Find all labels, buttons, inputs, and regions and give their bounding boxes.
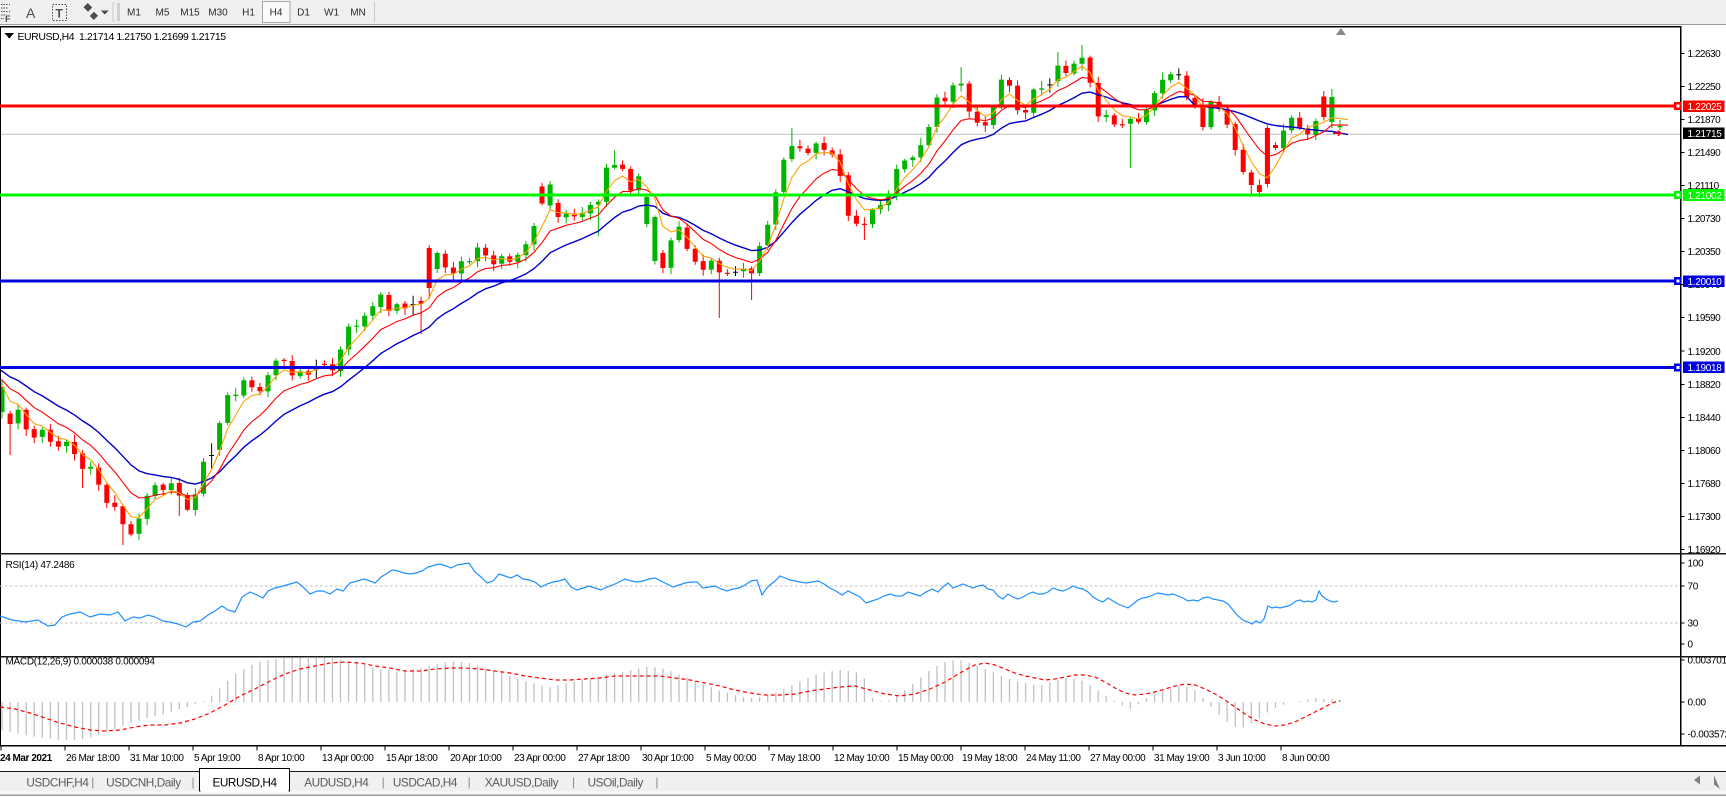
svg-text:F: F [5, 14, 11, 24]
svg-text:5 May 00:00: 5 May 00:00 [706, 753, 757, 764]
svg-text:100: 100 [1688, 559, 1705, 570]
svg-text:0.003701: 0.003701 [1688, 656, 1726, 667]
svg-text:15 Apr 18:00: 15 Apr 18:00 [386, 753, 438, 764]
svg-text:24 Mar 2021: 24 Mar 2021 [0, 753, 53, 764]
svg-text:RSI(14) 47.2486: RSI(14) 47.2486 [6, 560, 76, 571]
svg-text:27 May 00:00: 27 May 00:00 [1090, 753, 1146, 764]
svg-text:|: | [91, 775, 94, 789]
svg-text:T: T [56, 7, 64, 21]
svg-text:1.21490: 1.21490 [1688, 148, 1722, 159]
svg-text:USDCHF,H4: USDCHF,H4 [26, 776, 89, 790]
svg-text:0.00: 0.00 [1688, 698, 1707, 709]
svg-text:24 May 11:00: 24 May 11:00 [1026, 753, 1081, 764]
svg-text:|: | [468, 775, 471, 789]
svg-text:H4: H4 [270, 8, 283, 19]
svg-text:|: | [191, 775, 194, 789]
svg-text:1.17300: 1.17300 [1688, 512, 1722, 523]
svg-text:1.18440: 1.18440 [1688, 413, 1722, 424]
svg-text:15 May 00:00: 15 May 00:00 [898, 753, 954, 764]
svg-text:1.22630: 1.22630 [1688, 49, 1722, 60]
svg-text:XAUUSD,Daily: XAUUSD,Daily [485, 776, 559, 790]
svg-text:1.21110: 1.21110 [1688, 181, 1720, 192]
svg-text:1.17680: 1.17680 [1688, 479, 1722, 490]
svg-text:26 Mar 18:00: 26 Mar 18:00 [66, 753, 120, 764]
svg-text:-0.003572: -0.003572 [1688, 730, 1726, 741]
svg-text:1.21002: 1.21002 [1688, 191, 1723, 202]
svg-text:8 Jun 00:00: 8 Jun 00:00 [1282, 753, 1330, 764]
svg-text:M1: M1 [127, 8, 141, 19]
svg-text:M15: M15 [180, 8, 200, 19]
svg-text:1.16920: 1.16920 [1688, 545, 1722, 556]
svg-text:7 May 18:00: 7 May 18:00 [770, 753, 821, 764]
svg-text:1.21715: 1.21715 [1688, 129, 1723, 140]
svg-text:5 Apr 19:00: 5 Apr 19:00 [194, 753, 241, 764]
svg-text:MN: MN [350, 8, 366, 19]
svg-text:1.21870: 1.21870 [1688, 115, 1722, 126]
svg-text:20 Apr 10:00: 20 Apr 10:00 [450, 753, 502, 764]
svg-text:1.19200: 1.19200 [1688, 347, 1722, 358]
svg-text:1.19590: 1.19590 [1688, 313, 1722, 324]
svg-text:EURUSD,H4 1.21714 1.21750 1.2: EURUSD,H4 1.21714 1.21750 1.21699 1.2171… [18, 31, 227, 43]
svg-text:1.20730: 1.20730 [1688, 214, 1722, 225]
svg-text:12 May 10:00: 12 May 10:00 [834, 753, 890, 764]
svg-text:MACD(12,26,9) 0.000038 0.00009: MACD(12,26,9) 0.000038 0.000094 [6, 657, 156, 668]
svg-text:1.20010: 1.20010 [1688, 277, 1723, 288]
svg-text:1.20350: 1.20350 [1688, 247, 1722, 258]
svg-text:3 Jun 10:00: 3 Jun 10:00 [1218, 753, 1266, 764]
svg-text:M5: M5 [156, 8, 170, 19]
svg-text:USDCAD,H4: USDCAD,H4 [393, 776, 458, 790]
svg-text:23 Apr 00:00: 23 Apr 00:00 [514, 753, 566, 764]
svg-text:H1: H1 [242, 8, 255, 19]
svg-text:1.19018: 1.19018 [1688, 363, 1723, 374]
svg-text:W1: W1 [324, 8, 339, 19]
svg-text:70: 70 [1688, 582, 1699, 593]
svg-text:EURUSD,H4: EURUSD,H4 [212, 776, 277, 790]
svg-text:D1: D1 [297, 8, 310, 19]
svg-text:1.22025: 1.22025 [1688, 102, 1723, 113]
svg-text:1.22250: 1.22250 [1688, 82, 1722, 93]
svg-text:13 Apr 00:00: 13 Apr 00:00 [322, 753, 374, 764]
svg-text:0: 0 [1688, 640, 1694, 651]
svg-text:19 May 18:00: 19 May 18:00 [962, 753, 1018, 764]
svg-text:M30: M30 [208, 8, 228, 19]
svg-text:|: | [572, 775, 575, 789]
svg-text:|: | [655, 775, 658, 789]
svg-text:30 Apr 10:00: 30 Apr 10:00 [642, 753, 694, 764]
svg-text:1.18820: 1.18820 [1688, 380, 1722, 391]
svg-text:27 Apr 18:00: 27 Apr 18:00 [578, 753, 630, 764]
svg-text:30: 30 [1688, 619, 1699, 630]
svg-text:31 Mar 10:00: 31 Mar 10:00 [130, 753, 184, 764]
svg-text:31 May 19:00: 31 May 19:00 [1154, 753, 1210, 764]
svg-text:8 Apr 10:00: 8 Apr 10:00 [258, 753, 305, 764]
svg-text:1.18060: 1.18060 [1688, 446, 1722, 457]
svg-text:|: | [382, 775, 385, 789]
svg-text:A: A [26, 5, 36, 21]
svg-text:USDCNH,Daily: USDCNH,Daily [106, 776, 181, 790]
svg-text:USOil,Daily: USOil,Daily [588, 776, 644, 790]
svg-text:AUDUSD,H4: AUDUSD,H4 [304, 776, 369, 790]
